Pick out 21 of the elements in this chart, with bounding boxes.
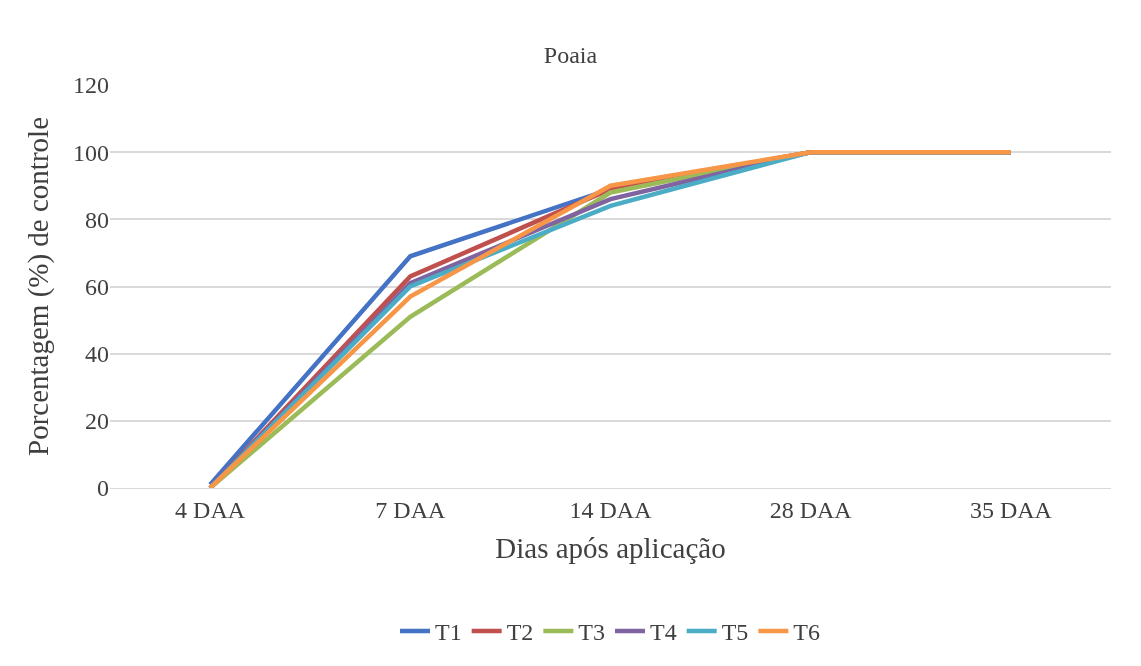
legend-label: T3 — [578, 619, 606, 646]
y-tick-label: 40 — [85, 341, 109, 368]
legend-label: T2 — [506, 619, 534, 646]
x-axis-title: Dias após aplicação — [495, 531, 726, 564]
x-tick-label: 28 DAA — [769, 496, 853, 523]
y-tick-label: 60 — [85, 273, 109, 300]
x-tick-label: 14 DAA — [569, 496, 653, 523]
chart-title: Poaia — [543, 42, 598, 69]
legend-label: T5 — [721, 619, 749, 646]
x-tick-label: 7 DAA — [375, 496, 446, 523]
legend-label: T4 — [650, 619, 677, 646]
y-tick-label: 20 — [85, 408, 109, 435]
x-tick-label: 35 DAA — [969, 496, 1053, 523]
y-axis-title: Porcentagem (%) de controle — [22, 117, 56, 456]
y-tick-label: 80 — [85, 206, 109, 233]
x-tick-label: 4 DAA — [175, 496, 246, 523]
legend-label: T6 — [793, 619, 821, 646]
y-tick-label: 100 — [73, 139, 109, 166]
y-tick-label: 0 — [97, 475, 109, 502]
y-tick-label: 120 — [73, 72, 109, 99]
legend-label: T1 — [435, 619, 462, 646]
